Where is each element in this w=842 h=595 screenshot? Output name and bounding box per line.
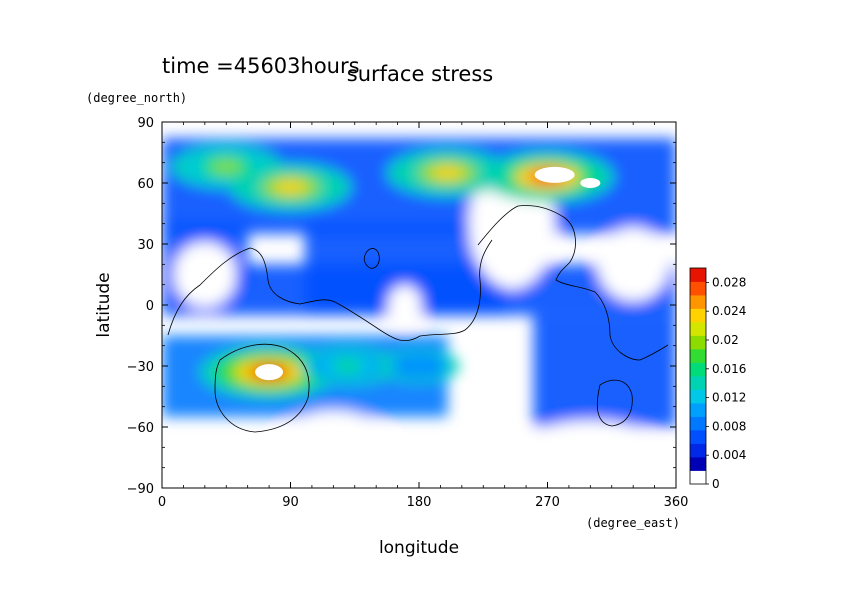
field-peak (255, 364, 284, 381)
colorbar-segment (690, 362, 706, 377)
x-tick-label: 180 (407, 495, 432, 510)
colorbar-segment (690, 281, 706, 296)
x-tick-label: 270 (535, 495, 560, 510)
field-feature (210, 160, 242, 173)
coastline-americas (477, 205, 669, 361)
x-unit-label: (degree_east) (586, 516, 680, 530)
colorbar-segment (690, 443, 706, 458)
stress-field (162, 122, 676, 488)
colorbar-frame (689, 267, 707, 485)
coastline-africa (167, 239, 493, 342)
coastline-south-america-tip (596, 379, 633, 427)
x-tick-label: 90 (282, 495, 299, 510)
colorbar-tick-label: 0.008 (712, 419, 746, 433)
y-tick-label: −30 (127, 360, 154, 375)
field-feature (407, 361, 431, 371)
colorbar-segment (690, 430, 706, 444)
field-peak (580, 178, 601, 188)
field-peak (534, 166, 575, 183)
colorbar-tick-label: 0.016 (712, 362, 746, 376)
chart-title: surface stress (347, 62, 493, 86)
colorbar-segment (690, 308, 706, 323)
colorbar-tick-label: 0.028 (712, 275, 746, 289)
y-tick-label: −90 (127, 482, 154, 497)
y-unit-label: (degree_north) (86, 91, 187, 105)
colorbar-segment (690, 416, 706, 431)
field-feature (333, 360, 362, 372)
colorbar-segment (690, 389, 706, 404)
field-gap (387, 284, 422, 326)
colorbar-segment (690, 457, 706, 471)
time-label: time =45603hours (162, 54, 360, 78)
colorbar: 0 0.004 0.008 0.012 0.016 0.02 0.024 0.028 (689, 267, 746, 491)
x-axis-title: longitude (379, 538, 459, 558)
colorbar-segment (690, 268, 706, 282)
colorbar-segment (690, 322, 706, 336)
x-tick-label: 0 (158, 495, 166, 510)
field-band (533, 315, 676, 427)
colorbar-segment (690, 403, 706, 417)
field-feature (273, 180, 308, 194)
colorbar-segment (690, 295, 706, 309)
y-tick-label: 90 (137, 116, 154, 131)
y-tick-label: −60 (127, 421, 154, 436)
y-tick-label: 0 (146, 299, 154, 314)
coastlines (167, 205, 669, 433)
field-gap (597, 227, 669, 301)
colorbar-segment (690, 376, 706, 390)
colorbar-tick-label: 0 (712, 477, 720, 491)
field-gap (276, 410, 391, 484)
colorbar-tick-label: 0.004 (712, 448, 746, 462)
y-tick-label: 60 (137, 177, 154, 192)
colorbar-tick-label: 0.012 (712, 391, 746, 405)
stress-field-blobs (162, 138, 676, 488)
y-tick-label: 30 (137, 238, 154, 253)
colorbar-segment (690, 335, 706, 350)
field-gap (173, 241, 237, 308)
coastline-australia (214, 343, 310, 433)
coastline-mid-loop (363, 248, 380, 269)
colorbar-tick-label: 0.02 (712, 333, 739, 347)
field-feature (430, 166, 465, 180)
colorbar-segment (690, 470, 706, 485)
field-gap (511, 420, 669, 488)
colorbar-tick-label: 0.024 (712, 304, 746, 318)
axes: 0 90 180 270 360 90 60 30 0 −30 −60 −90 (127, 116, 689, 510)
x-tick-label: 360 (664, 495, 689, 510)
colorbar-segment (690, 349, 706, 363)
y-axis-title: latitude (94, 272, 114, 337)
